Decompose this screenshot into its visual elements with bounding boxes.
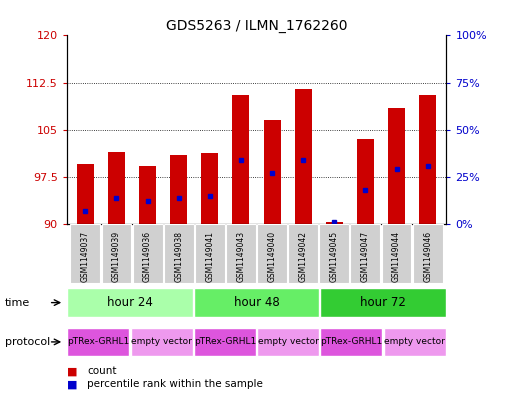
Text: GSM1149042: GSM1149042: [299, 231, 308, 282]
Text: GSM1149040: GSM1149040: [268, 231, 277, 282]
Text: empty vector: empty vector: [258, 338, 319, 346]
Bar: [288, 224, 318, 283]
Bar: [412, 224, 443, 283]
Bar: [139, 165, 156, 224]
Text: GSM1149047: GSM1149047: [361, 231, 370, 282]
Text: GSM1149037: GSM1149037: [81, 231, 90, 282]
Bar: [257, 224, 287, 283]
Bar: [294, 89, 312, 224]
Text: time: time: [5, 298, 30, 308]
Text: ■: ■: [67, 366, 77, 376]
Bar: [232, 95, 249, 224]
Bar: [320, 224, 349, 283]
Bar: [419, 95, 436, 224]
Bar: [108, 152, 125, 224]
Text: empty vector: empty vector: [131, 338, 192, 346]
Text: GSM1149038: GSM1149038: [174, 231, 183, 282]
Bar: [357, 139, 374, 224]
Text: GSM1149041: GSM1149041: [205, 231, 214, 282]
Bar: [67, 288, 192, 317]
Bar: [384, 328, 446, 356]
Bar: [321, 288, 446, 317]
Bar: [164, 224, 193, 283]
Bar: [67, 328, 129, 356]
Bar: [350, 224, 380, 283]
Text: GSM1149039: GSM1149039: [112, 231, 121, 282]
Text: GSM1149046: GSM1149046: [423, 231, 432, 282]
Bar: [131, 328, 192, 356]
Text: hour 72: hour 72: [360, 296, 406, 309]
Text: protocol: protocol: [5, 337, 50, 347]
Text: GSM1149045: GSM1149045: [330, 231, 339, 282]
Text: hour 48: hour 48: [233, 296, 280, 309]
Bar: [194, 328, 256, 356]
Bar: [226, 224, 256, 283]
Bar: [77, 164, 94, 224]
Bar: [70, 224, 101, 283]
Title: GDS5263 / ILMN_1762260: GDS5263 / ILMN_1762260: [166, 19, 347, 33]
Text: GSM1149043: GSM1149043: [236, 231, 245, 282]
Bar: [257, 328, 319, 356]
Text: hour 24: hour 24: [107, 296, 153, 309]
Bar: [201, 153, 219, 224]
Text: pTRex-GRHL1: pTRex-GRHL1: [320, 338, 383, 346]
Bar: [382, 224, 411, 283]
Bar: [194, 288, 319, 317]
Bar: [195, 224, 225, 283]
Text: count: count: [87, 366, 117, 376]
Bar: [321, 328, 382, 356]
Text: pTRex-GRHL1: pTRex-GRHL1: [194, 338, 256, 346]
Bar: [388, 108, 405, 224]
Bar: [133, 224, 163, 283]
Text: percentile rank within the sample: percentile rank within the sample: [87, 379, 263, 389]
Bar: [102, 224, 131, 283]
Bar: [326, 222, 343, 224]
Text: ■: ■: [67, 379, 77, 389]
Text: empty vector: empty vector: [384, 338, 445, 346]
Text: GSM1149044: GSM1149044: [392, 231, 401, 282]
Bar: [264, 120, 281, 224]
Text: GSM1149036: GSM1149036: [143, 231, 152, 282]
Bar: [170, 155, 187, 224]
Text: pTRex-GRHL1: pTRex-GRHL1: [67, 338, 129, 346]
